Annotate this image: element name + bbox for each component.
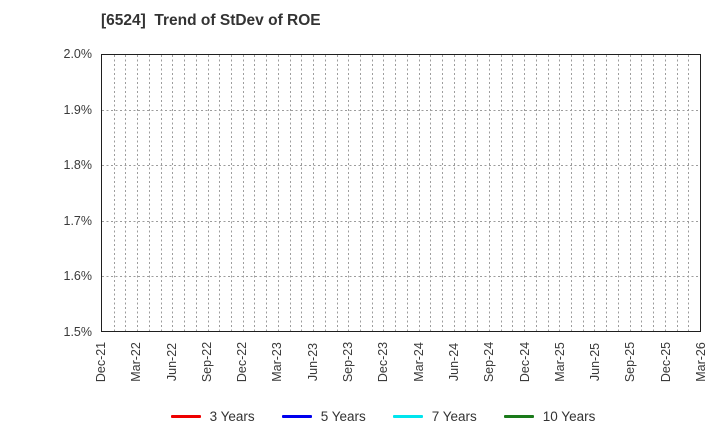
v-gridline: [688, 55, 690, 331]
legend-item: 10 Years: [503, 408, 596, 424]
v-gridline: [488, 55, 490, 331]
v-gridline: [324, 55, 326, 331]
chart-title: [6524] Trend of StDev of ROE: [101, 12, 321, 29]
v-gridline: [465, 55, 467, 331]
legend-line-swatch: [392, 414, 423, 418]
x-tick-label: Dec-24: [517, 341, 532, 383]
v-gridline: [524, 55, 526, 331]
x-tick-label: Jun-22: [164, 342, 179, 382]
v-gridline: [512, 55, 514, 331]
v-gridline: [359, 55, 361, 331]
h-gridline: [102, 220, 700, 222]
y-tick-label: 2.0%: [63, 47, 93, 61]
v-gridline: [125, 55, 127, 331]
x-tick-label: Sep-24: [482, 341, 497, 383]
v-gridline: [582, 55, 584, 331]
v-gridline: [571, 55, 573, 331]
v-gridline: [547, 55, 549, 331]
v-gridline: [336, 55, 338, 331]
v-gridline: [617, 55, 619, 331]
v-gridline: [559, 55, 561, 331]
h-gridline: [102, 165, 700, 167]
x-tick-label: Mar-26: [694, 342, 708, 382]
legend-label: 3 Years: [209, 408, 255, 424]
y-tick-label: 1.7%: [63, 213, 93, 228]
v-gridline: [418, 55, 420, 331]
v-gridline: [500, 55, 502, 331]
v-gridline: [230, 55, 232, 331]
v-gridline: [676, 55, 678, 331]
h-gridline: [102, 275, 700, 277]
x-tick-label: Dec-23: [376, 341, 391, 383]
v-gridline: [371, 55, 373, 331]
v-gridline: [207, 55, 209, 331]
v-gridline: [664, 55, 666, 331]
y-tick-label: 1.5%: [63, 325, 93, 339]
v-gridline: [184, 55, 186, 331]
v-gridline: [535, 55, 537, 331]
v-gridline: [406, 55, 408, 331]
v-gridline: [219, 55, 221, 331]
v-gridline: [442, 55, 444, 331]
legend-label: 5 Years: [320, 408, 366, 424]
x-tick-label: Mar-23: [270, 342, 285, 382]
v-gridline: [160, 55, 162, 331]
v-gridline: [148, 55, 150, 331]
v-gridline: [383, 55, 385, 331]
v-gridline: [172, 55, 174, 331]
v-gridline: [113, 55, 115, 331]
v-gridline: [453, 55, 455, 331]
x-tick-label: Mar-25: [552, 342, 567, 382]
legend-label: 7 Years: [431, 408, 477, 424]
v-gridline: [594, 55, 596, 331]
x-tick-label: Sep-22: [199, 341, 214, 383]
legend-item: 5 Years: [281, 408, 366, 424]
legend-line-swatch: [503, 414, 534, 418]
v-gridline: [395, 55, 397, 331]
v-gridline: [430, 55, 432, 331]
v-gridline: [653, 55, 655, 331]
x-tick-label: Dec-21: [94, 341, 108, 383]
v-gridline: [629, 55, 631, 331]
y-tick-label: 1.8%: [63, 158, 93, 173]
v-gridline: [348, 55, 350, 331]
y-tick-label: 1.9%: [63, 102, 93, 117]
x-tick-label: Jun-24: [446, 342, 461, 382]
legend-line-swatch: [170, 414, 201, 418]
v-gridline: [641, 55, 643, 331]
v-gridline: [313, 55, 315, 331]
x-tick-label: Mar-22: [129, 342, 144, 382]
legend-label: 10 Years: [542, 408, 596, 424]
x-tick-label: Jun-25: [588, 342, 603, 382]
legend-line-swatch: [281, 414, 312, 418]
v-gridline: [254, 55, 256, 331]
y-tick-label: 1.6%: [63, 269, 93, 284]
x-tick-label: Sep-23: [341, 341, 356, 383]
legend-item: 7 Years: [392, 408, 477, 424]
x-tick-label: Mar-24: [411, 342, 426, 382]
x-tick-label: Jun-23: [305, 342, 320, 382]
v-gridline: [266, 55, 268, 331]
h-gridline: [102, 110, 700, 112]
legend-item: 3 Years: [170, 408, 255, 424]
v-gridline: [137, 55, 139, 331]
v-gridline: [606, 55, 608, 331]
x-tick-label: Dec-22: [235, 341, 250, 383]
v-gridline: [301, 55, 303, 331]
v-gridline: [195, 55, 197, 331]
v-gridline: [289, 55, 291, 331]
x-tick-label: Sep-25: [623, 341, 638, 383]
legend: 3 Years 5 Years 7 Years 10 Years: [83, 403, 683, 429]
x-tick-label: Dec-25: [658, 341, 673, 383]
v-gridline: [277, 55, 279, 331]
v-gridline: [242, 55, 244, 331]
plot-area: [101, 54, 701, 332]
v-gridline: [477, 55, 479, 331]
